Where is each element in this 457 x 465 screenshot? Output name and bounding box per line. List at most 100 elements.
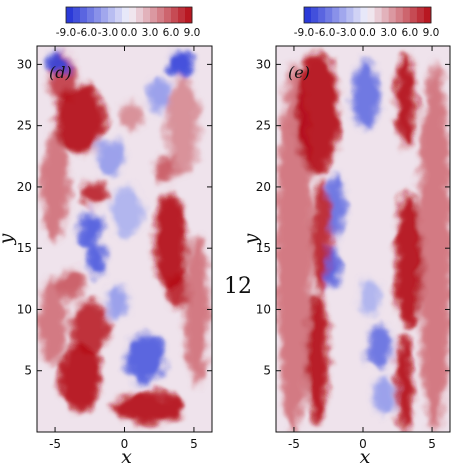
colorbar-swatch	[164, 7, 172, 23]
field-blobs	[38, 52, 210, 424]
field-blobs	[276, 52, 450, 432]
negative-structure	[87, 244, 107, 277]
field-blobs-soft	[276, 52, 450, 432]
x-tick-label: -5	[288, 437, 300, 451]
x-tick-label: 0	[121, 437, 129, 451]
colorbar-swatch	[325, 7, 333, 23]
panel-d: -5 0 5 5 10 15 20 25 30 x y (d)	[0, 45, 213, 465]
negative-structure	[367, 324, 393, 369]
colorbar-tick-label: 3.0	[142, 27, 159, 39]
y-tick-label: 10	[256, 302, 271, 316]
colorbar-tick-label: 9.0	[423, 27, 440, 39]
colorbar-swatch	[381, 7, 390, 23]
x-tick-label: -5	[49, 437, 61, 451]
y-tick-label: 20	[256, 180, 271, 194]
positive-structure	[153, 193, 187, 292]
negative-structure	[148, 76, 171, 114]
positive-structure	[155, 156, 178, 181]
colorbar-swatch	[353, 7, 361, 23]
colorbar-swatch	[73, 7, 81, 23]
colorbar-tick-label: 0.0	[121, 27, 138, 39]
colorbar-swatch	[339, 7, 347, 23]
colorbar-frame	[65, 6, 193, 24]
colorbar-swatch	[416, 7, 425, 23]
positive-structure	[394, 193, 423, 328]
y-tick-label: 25	[17, 119, 32, 133]
colorbar-swatch	[66, 7, 74, 23]
colorbar-swatch	[388, 7, 397, 23]
positive-structure	[55, 85, 106, 154]
positive-structure	[38, 278, 67, 365]
positive-structure	[70, 300, 110, 355]
colorbar-swatch	[157, 7, 165, 23]
positive-structure	[80, 180, 108, 206]
colorbar-swatch	[423, 7, 432, 23]
positive-structure	[184, 235, 210, 383]
x-tick-label: 5	[190, 437, 198, 451]
positive-structure	[418, 64, 450, 432]
colorbar-swatch	[185, 7, 193, 23]
negative-structure	[351, 60, 380, 130]
panel-label: (d)	[49, 63, 72, 82]
y-tick-label: 15	[17, 241, 32, 255]
y-tick-label: 15	[256, 241, 271, 255]
y-tick-label: 30	[256, 57, 271, 71]
colorbar-swatch	[395, 7, 404, 23]
colorbar-swatch	[129, 7, 137, 23]
colorbar-swatch	[374, 7, 383, 23]
y-axis-label: y	[0, 233, 17, 245]
colorbar-tick-label: -6.0	[77, 27, 98, 39]
positive-structure	[306, 291, 329, 426]
colorbar-tick-label: 3.0	[380, 27, 397, 39]
negative-structure	[167, 52, 193, 77]
colorbar-tick-label: 6.0	[401, 27, 418, 39]
colorbar-swatch	[136, 7, 144, 23]
y-axis-label: y	[240, 233, 262, 245]
colorbar-swatch	[87, 7, 95, 23]
positive-structure	[396, 333, 413, 432]
y-tick-label: 5	[24, 364, 32, 378]
colorbar-tick-label: -9.0	[294, 27, 315, 39]
colorbar-swatch	[367, 7, 375, 23]
colorbar-swatch	[360, 7, 368, 23]
negative-structure	[78, 211, 101, 249]
positive-structure	[311, 180, 332, 292]
x-axis-label: x	[121, 446, 132, 465]
colorbar-frame	[303, 6, 432, 24]
y-tick-label: 25	[256, 119, 271, 133]
y-tick-label: 5	[263, 364, 271, 378]
contour-field	[276, 46, 450, 432]
negative-structure	[96, 137, 125, 175]
y-tick-label: 10	[17, 302, 32, 316]
positive-structure	[57, 270, 86, 300]
colorbar-1: -9.0 -6.0 -3.0 0.0 3.0 6.0 9.0	[56, 6, 201, 39]
field-blobs-soft	[38, 52, 210, 424]
colorbar-tick-label: -3.0	[98, 27, 119, 39]
colorbar-swatch	[346, 7, 354, 23]
colorbar-swatch	[332, 7, 340, 23]
positive-structure	[166, 76, 200, 175]
colorbar-swatch	[304, 7, 312, 23]
positive-structure	[295, 52, 340, 175]
colorbar-swatch	[178, 7, 186, 23]
colorbar-tick-label: -6.0	[315, 27, 336, 39]
x-tick-label: 0	[359, 437, 367, 451]
colorbar-tick-label: 0.0	[359, 27, 376, 39]
positive-structure	[41, 131, 69, 243]
y-tick-label: 20	[17, 180, 32, 194]
colorbar-swatch	[402, 7, 411, 23]
colorbar-swatch	[409, 7, 418, 23]
contour-field	[37, 46, 212, 432]
negative-structure	[358, 278, 381, 316]
colorbar-swatch	[101, 7, 109, 23]
panel-e: -5 0 5 5 10 15 20 25 30 x y (e)	[240, 45, 451, 465]
colorbar-tick-label: 9.0	[184, 27, 201, 39]
colorbar-swatch	[318, 7, 326, 23]
negative-structure	[110, 186, 144, 236]
negative-structure	[106, 286, 129, 321]
negative-structure	[45, 53, 71, 76]
colorbar-tick-label: 6.0	[163, 27, 180, 39]
colorbar-2: -9.0 -6.0 -3.0 0.0 3.0 6.0 9.0	[294, 6, 440, 39]
colorbar-swatch	[171, 7, 179, 23]
colorbar-swatch	[150, 7, 158, 23]
